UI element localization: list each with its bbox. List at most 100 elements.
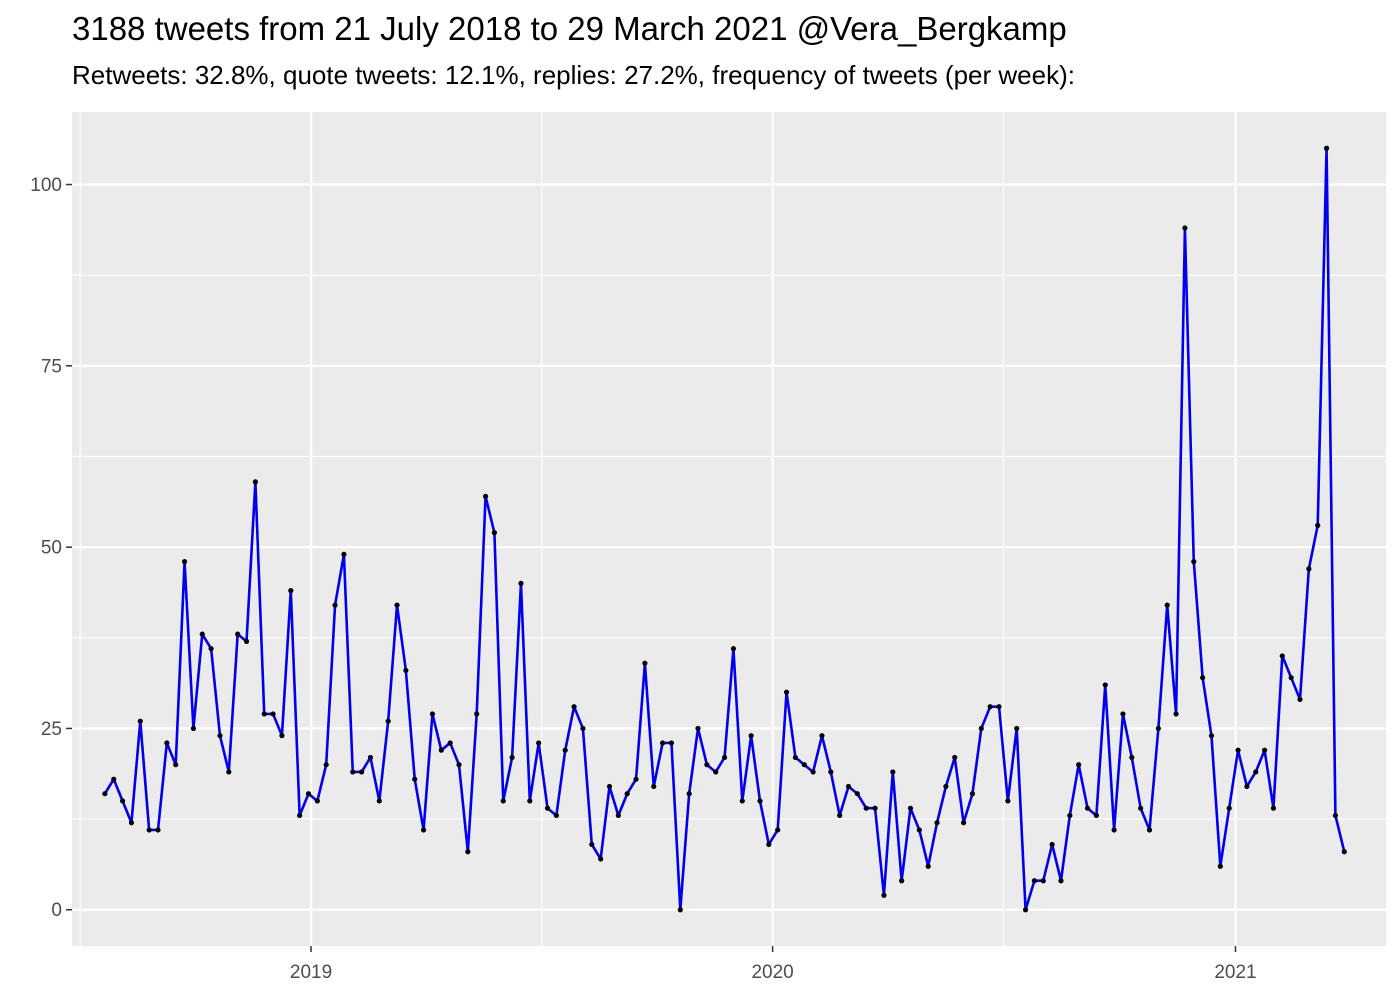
data-point <box>323 762 329 768</box>
data-point <box>677 907 683 913</box>
data-point <box>1005 798 1011 804</box>
data-point <box>181 559 188 565</box>
data-point <box>394 602 400 608</box>
data-point <box>1164 602 1170 608</box>
data-point <box>960 820 967 826</box>
data-point <box>845 783 852 790</box>
data-point <box>1323 145 1330 151</box>
data-point <box>748 733 754 739</box>
data-point <box>544 805 551 811</box>
data-point <box>500 798 506 804</box>
data-point <box>615 812 621 819</box>
data-point <box>235 631 241 637</box>
data-point <box>403 667 409 674</box>
data-point <box>1022 907 1029 913</box>
data-point <box>1084 805 1091 811</box>
data-point <box>810 769 816 775</box>
data-point <box>775 827 781 833</box>
x-tick-label: 2021 <box>1214 962 1256 983</box>
data-point <box>562 747 568 753</box>
data-point <box>456 762 462 768</box>
axes-layer: 0 25 50 75 100 2019 2020 2021 <box>30 175 1256 983</box>
data-point <box>739 798 745 804</box>
data-point <box>1155 725 1161 732</box>
data-point <box>376 798 382 804</box>
data-point <box>934 820 940 826</box>
data-point <box>332 602 338 608</box>
data-point <box>1235 747 1241 753</box>
data-point <box>1279 653 1285 659</box>
data-point <box>1253 769 1259 775</box>
data-point <box>651 783 657 790</box>
y-tick-label: 50 <box>41 538 62 559</box>
data-point <box>474 711 480 717</box>
data-point <box>385 718 391 724</box>
data-point <box>792 754 798 761</box>
data-point <box>1102 682 1108 688</box>
data-point <box>190 725 197 732</box>
data-point <box>704 762 710 768</box>
data-point <box>447 740 453 746</box>
data-point <box>491 530 498 536</box>
data-point <box>916 827 922 833</box>
data-point <box>863 805 869 811</box>
data-point <box>111 776 117 782</box>
data-point <box>482 493 489 499</box>
data-point <box>783 689 790 695</box>
data-point <box>412 776 418 782</box>
data-point <box>1191 559 1197 565</box>
data-point <box>137 718 143 724</box>
y-tick-label: 0 <box>51 900 62 921</box>
data-point <box>553 812 559 819</box>
data-point <box>217 733 223 739</box>
data-point <box>1208 733 1215 739</box>
data-point <box>899 878 905 884</box>
data-point <box>350 769 356 775</box>
data-point <box>429 711 436 717</box>
data-point <box>119 798 126 804</box>
data-point <box>199 631 205 637</box>
data-point <box>1226 805 1232 811</box>
data-point <box>1261 747 1268 753</box>
data-point <box>890 769 896 775</box>
plot-panel <box>72 112 1386 946</box>
data-point <box>226 769 232 775</box>
chart-subtitle: Retweets: 32.8%, quote tweets: 12.1%, re… <box>72 60 1075 90</box>
data-point <box>341 551 347 557</box>
data-point <box>164 740 170 746</box>
data-point <box>1341 849 1347 855</box>
data-point <box>943 783 949 790</box>
data-point <box>925 863 931 869</box>
data-point <box>1332 812 1339 819</box>
data-point <box>288 588 294 594</box>
data-point <box>1031 878 1038 884</box>
data-point <box>314 798 320 804</box>
data-point <box>1058 878 1064 884</box>
data-point <box>252 479 258 485</box>
data-point <box>757 798 763 804</box>
data-point <box>969 791 976 797</box>
data-point <box>102 791 108 797</box>
data-point <box>243 638 250 645</box>
data-point <box>1306 566 1312 572</box>
data-point <box>642 660 648 666</box>
y-tick-label: 25 <box>41 719 62 740</box>
data-point <box>1146 827 1153 833</box>
data-point <box>819 733 825 739</box>
data-point <box>589 841 595 848</box>
x-tick-label: 2019 <box>290 962 332 983</box>
data-point <box>1067 812 1073 819</box>
data-point <box>686 791 692 797</box>
y-tick-label: 100 <box>30 175 62 196</box>
data-point <box>1138 805 1144 811</box>
data-point <box>420 827 427 833</box>
data-point <box>527 798 533 804</box>
data-point <box>261 711 267 717</box>
data-point <box>987 704 993 710</box>
data-point <box>1270 805 1277 811</box>
data-point <box>1111 827 1117 833</box>
data-point <box>598 856 604 862</box>
data-point <box>128 820 135 826</box>
major-gridlines <box>72 112 1386 946</box>
data-point <box>721 754 728 761</box>
